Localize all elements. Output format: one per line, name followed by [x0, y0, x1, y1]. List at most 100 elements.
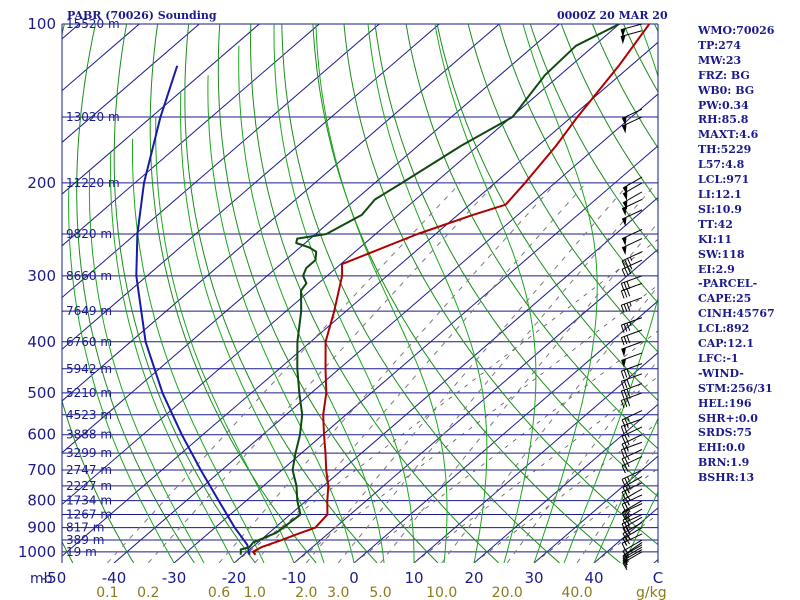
- moist-adiabat--5: [180, 92, 325, 563]
- temperature-axis-labels: -50 -40 -30 -20 -10 0 10 20 30 40 C: [42, 569, 663, 587]
- index-30: BSHR:13: [698, 471, 755, 485]
- index-7: MAXT:4.6: [698, 128, 759, 142]
- index-29: BRN:1.9: [698, 456, 750, 470]
- pressure-tick-label: 200: [27, 174, 56, 192]
- wind-barb-shaft: [621, 297, 643, 306]
- pressure-tick-label: 100: [27, 15, 56, 33]
- wind-barb-flag: [620, 390, 625, 399]
- wind-barb-32: [620, 329, 643, 346]
- wind-barb-flag: [621, 419, 626, 428]
- wind-barb-shaft: [622, 539, 643, 552]
- wind-barb-flag: [626, 288, 631, 297]
- wind-barb-shaft: [621, 317, 643, 326]
- dry-adiabat-40: [312, 24, 621, 563]
- wind-barb-flag: [620, 400, 625, 409]
- pressure-tick-label: 900: [27, 519, 56, 537]
- mixing-ratio-line-5: [380, 222, 658, 563]
- pressure-tick-label: 600: [27, 426, 56, 444]
- temperature-trace: [252, 24, 651, 556]
- isotherm-10: [413, 352, 658, 563]
- wind-barb-shaft: [621, 199, 643, 210]
- dry-adiabat-110: [529, 24, 658, 254]
- mixing-ratio-line-3: [337, 182, 657, 563]
- temperature-tick-label: 40: [584, 569, 603, 587]
- wind-barb-pennant: [622, 245, 627, 256]
- moist-adiabat-10: [273, 24, 415, 563]
- wind-barb-pennant: [622, 200, 628, 210]
- wind-barb-shaft: [622, 191, 643, 204]
- wind-barb-11: [622, 508, 643, 528]
- dry-adiabat--20: [113, 24, 256, 563]
- wind-barb-flag: [623, 425, 628, 434]
- mixing-ratio-axis-labels: 0.1 0.2 0.6 1.0 2.0 3.0 5.0 10.0 20.0 40.0 g/kg: [96, 585, 666, 600]
- dry-adiabat-50: [343, 24, 658, 546]
- height-label: 9820 m: [66, 227, 112, 241]
- wind-barb-18: [621, 469, 643, 487]
- wind-barb-flag: [625, 485, 630, 494]
- wind-barb-shaft: [621, 494, 643, 505]
- wind-barb-shaft: [621, 209, 643, 220]
- mixing-ratio-line-0.6: [218, 182, 557, 563]
- height-label: 2227 m: [66, 479, 112, 493]
- wind-profile-dash-0: [353, 330, 658, 563]
- wind-barb-half-flag: [627, 456, 630, 461]
- background-lines: [0, 24, 658, 563]
- wind-barb-45: [622, 176, 643, 196]
- wind-barb-flag: [622, 555, 628, 564]
- pressure-tick-label: 700: [27, 461, 56, 479]
- wind-barb-13: [622, 500, 643, 519]
- wind-barb-flag: [624, 418, 629, 427]
- wind-barb-flag: [622, 557, 628, 566]
- wind-barb-30: [621, 352, 643, 369]
- wind-barb-flag: [623, 554, 629, 562]
- wind-barb-half-flag: [625, 558, 628, 563]
- wind-barb-shaft: [621, 426, 643, 437]
- index-13: TT:42: [698, 217, 733, 231]
- isotherm--90: [62, 24, 440, 350]
- pressure-unit-label: mb: [30, 571, 53, 587]
- wind-barb-flag: [620, 305, 625, 313]
- moist-adiabat-45: [623, 490, 658, 563]
- wind-barb-41: [621, 209, 643, 227]
- moist-adiabat-20: [367, 24, 488, 563]
- index-28: EHI:0.0: [698, 441, 746, 455]
- moist-adiabat-15: [315, 24, 448, 563]
- wind-barb-29: [620, 363, 643, 379]
- index-25: HEL:196: [698, 396, 752, 410]
- wind-barb-pennant: [620, 35, 626, 45]
- dry-adiabat-80: [436, 24, 658, 402]
- wind-barb-shaft: [621, 275, 643, 284]
- wind-barb-flag: [624, 267, 629, 276]
- height-label: 3299 m: [66, 446, 112, 460]
- wind-barb-flag: [621, 479, 626, 487]
- parcel-trace: [135, 65, 251, 556]
- wind-barb-half-flag: [627, 476, 630, 481]
- index-0: WMO:70026: [698, 24, 775, 37]
- wind-barb-shaft: [621, 441, 643, 451]
- isotherm--160: [0, 24, 19, 563]
- wind-barb-25: [621, 410, 643, 428]
- wind-barb-shaft: [622, 527, 643, 540]
- wind-barb-shaft: [621, 410, 643, 421]
- wind-barb-flag: [626, 335, 631, 344]
- index-4: WB0: BG: [698, 83, 755, 97]
- mixing-ratio-tick-label: 5.0: [369, 585, 391, 600]
- wind-barb-flag: [625, 498, 630, 506]
- index-2: MW:23: [698, 53, 742, 67]
- sounding-traces: [135, 24, 651, 556]
- dry-adiabat-30: [281, 24, 560, 563]
- wind-barb-flag: [623, 380, 628, 389]
- wind-barb-flag: [623, 289, 628, 298]
- mixing-ratio-tick-label: 0.6: [208, 585, 230, 600]
- wind-barb-flag: [626, 302, 631, 311]
- temperature-tick-label: -10: [282, 569, 307, 587]
- mixing-ratio-line-0.1: [107, 182, 461, 563]
- wind-barb-flag: [623, 389, 628, 398]
- wind-barb-flag: [621, 443, 626, 452]
- moist-adiabat--20: [110, 152, 235, 563]
- wind-barb-shaft: [621, 373, 643, 382]
- wind-barb-shaft: [621, 383, 643, 392]
- wind-barb-5: [622, 539, 643, 559]
- mixing-ratio-tick-label: 2.0: [295, 585, 317, 600]
- dry-adiabat--30: [76, 24, 195, 563]
